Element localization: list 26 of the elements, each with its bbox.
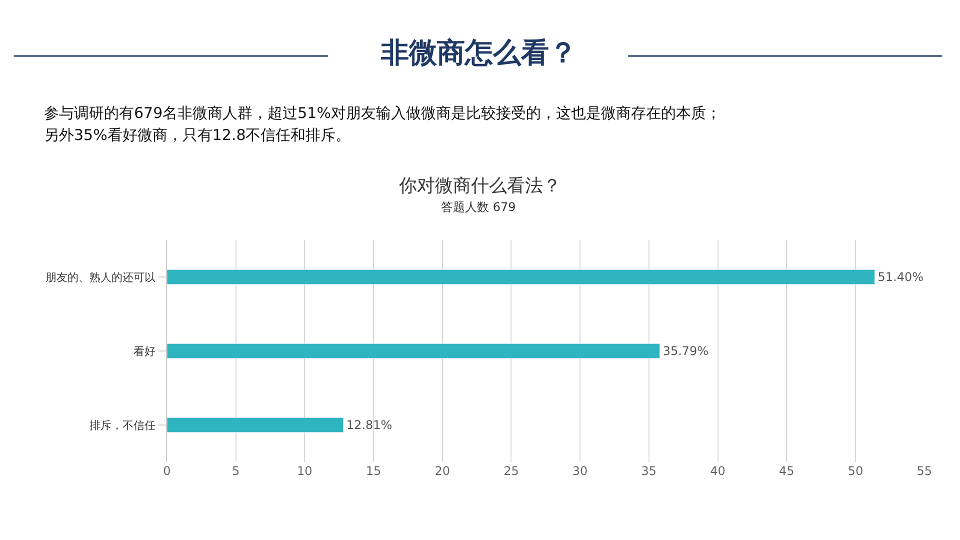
x-tick-label: 15 [366, 464, 382, 478]
x-tick-label: 5 [232, 464, 240, 478]
x-tick-label: 45 [778, 464, 794, 478]
bar [166, 343, 660, 359]
x-tick-label: 50 [848, 464, 864, 478]
bar [166, 417, 344, 433]
x-tick-label: 10 [297, 464, 312, 478]
x-tick-label: 40 [710, 464, 726, 478]
x-tick-label: 20 [434, 464, 450, 478]
x-tick-label: 35 [641, 464, 657, 478]
x-tick-label: 55 [916, 464, 932, 478]
bar [166, 269, 876, 285]
data-label: 35.79% [662, 344, 709, 358]
chart-subtitle: 答题人数 679 [441, 200, 516, 214]
text: 非微商怎么看？ [380, 36, 577, 69]
text: 另外35%看好微商，只有12.8不信任和排斥。 [44, 126, 351, 144]
y-tick-label: 排斥，不信任 [90, 418, 156, 432]
x-tick-label: 0 [163, 464, 171, 478]
y-tick-label: 朋友的、熟人的还可以 [46, 270, 156, 284]
x-tick-label: 30 [572, 464, 588, 478]
chart-title: 你对微商什么看法？ [398, 175, 561, 196]
x-tick-label: 25 [504, 464, 519, 478]
data-label: 51.40% [878, 270, 924, 284]
data-label: 12.81% [346, 418, 392, 432]
y-tick-label: 看好 [134, 344, 156, 358]
text: 参与调研的有679名非微商人群，超过51%对朋友输入做微商是比较接受的，这也是微商存在的本质； [44, 104, 721, 122]
